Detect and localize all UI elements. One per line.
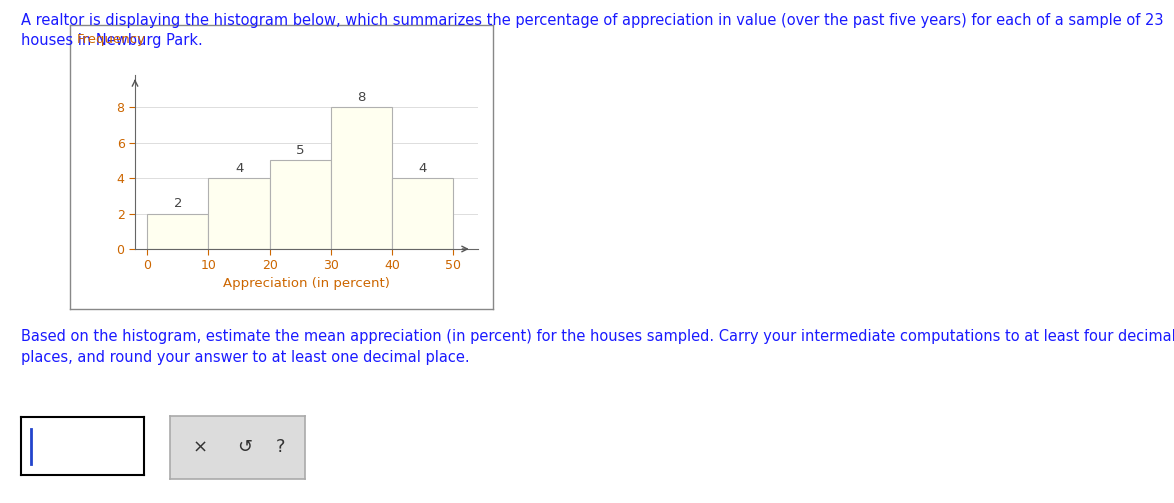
Text: 4: 4 <box>235 162 243 175</box>
Bar <box>270 160 331 249</box>
Text: places, and round your answer to at least one decimal place.: places, and round your answer to at leas… <box>21 350 470 365</box>
Bar <box>331 107 392 249</box>
Text: ×: × <box>193 439 208 456</box>
Text: Frequency: Frequency <box>76 33 146 46</box>
Bar <box>209 178 270 249</box>
Text: ?: ? <box>276 439 285 456</box>
Text: ↺: ↺ <box>237 439 252 456</box>
Text: Based on the histogram, estimate the mean appreciation (in percent) for the hous: Based on the histogram, estimate the mea… <box>21 329 1174 345</box>
Text: houses in Newburg Park.: houses in Newburg Park. <box>21 33 203 48</box>
Text: A realtor is displaying the histogram below, which summarizes the percentage of : A realtor is displaying the histogram be… <box>21 13 1163 28</box>
Text: 4: 4 <box>419 162 427 175</box>
Bar <box>147 214 209 249</box>
Text: 5: 5 <box>296 144 304 157</box>
X-axis label: Appreciation (in percent): Appreciation (in percent) <box>223 277 390 290</box>
Text: 2: 2 <box>174 197 182 210</box>
Text: 8: 8 <box>357 91 365 104</box>
Bar <box>392 178 453 249</box>
